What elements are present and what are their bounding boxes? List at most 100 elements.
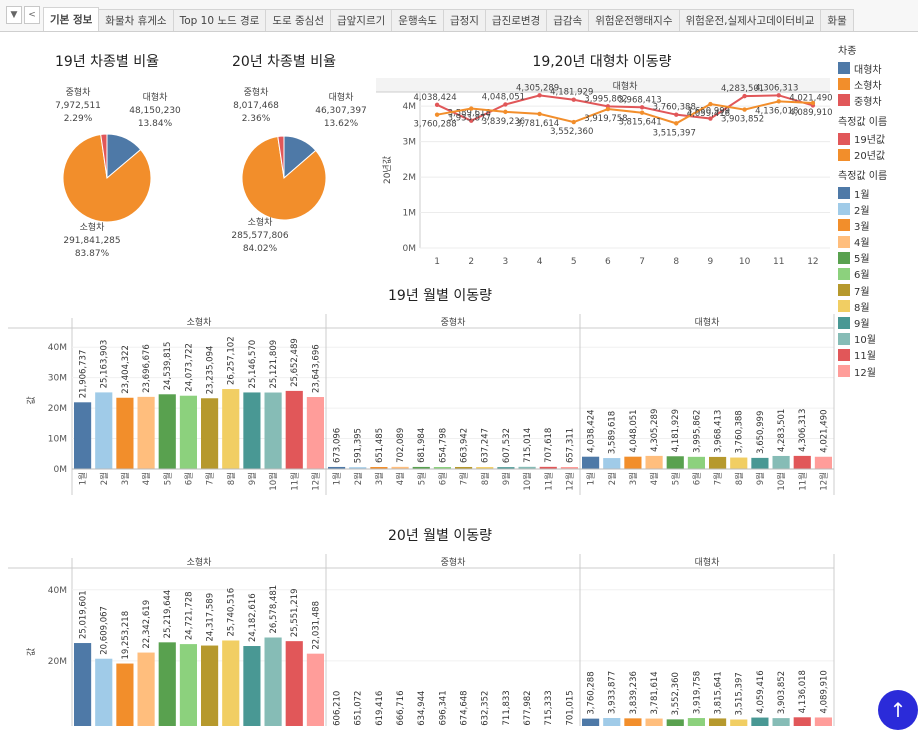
legend-month-item[interactable]: 12월 (838, 363, 918, 379)
line-point (469, 106, 474, 111)
bar-20-panel-header: 대형차 (695, 556, 721, 568)
bar-20-bar (285, 641, 303, 726)
bar-19-y-axis-label: 값 (25, 396, 37, 404)
legend-measure-item[interactable]: 20년값 (838, 147, 918, 163)
line-y-tick: 3M (403, 138, 417, 148)
legend-month-item[interactable]: 9월 (838, 314, 918, 330)
line-x-tick: 4 (537, 257, 543, 267)
legend-month-item[interactable]: 6월 (838, 266, 918, 282)
legend-month-item[interactable]: 3월 (838, 217, 918, 233)
legend-measure-item[interactable]: 19년값 (838, 131, 918, 147)
bar-19-bar (603, 458, 621, 469)
bar-19-x-tick: 6월 (183, 472, 194, 485)
legend-month-item[interactable]: 10월 (838, 331, 918, 347)
bar-19-x-tick: 12월 (564, 472, 575, 491)
legend-month-swatch (838, 284, 850, 297)
bar-20-bar-label: 19,253,218 (121, 611, 131, 660)
legend-measure-swatch (838, 148, 850, 161)
line-point (537, 111, 542, 117)
bar-20-bar-label: 715,333 (544, 690, 554, 725)
bar-20-bar-label: 3,933,877 (608, 671, 618, 714)
tab-1[interactable]: 화물차 휴게소 (98, 9, 174, 31)
bar-20-bar (772, 718, 790, 726)
bar-19-x-tick: 11월 (543, 472, 554, 491)
bar-19-x-tick: 8월 (480, 472, 491, 485)
scroll-to-top-button[interactable]: ↑ (878, 690, 918, 730)
legend-month-item[interactable]: 5월 (838, 250, 918, 266)
line-y-axis-label: 20년값 (381, 156, 393, 184)
line-point (708, 116, 713, 121)
tab-7[interactable]: 급진로변경 (484, 9, 548, 31)
bar-19-bar-label: 25,652,489 (290, 338, 300, 387)
bar-20-bar (201, 645, 219, 726)
legend-month-item[interactable]: 2월 (838, 201, 918, 217)
line-data-label: 3,968,413 (618, 95, 661, 105)
legend-car-type-swatch (838, 94, 850, 107)
bar-19-x-tick: 1월 (332, 472, 343, 485)
line-y-tick: 4M (403, 102, 417, 112)
bar-19-bar-label: 651,485 (375, 428, 385, 463)
tab-0[interactable]: 기본 정보 (43, 7, 100, 31)
tab-5[interactable]: 운행속도 (391, 9, 444, 31)
legend-month-item[interactable]: 1월 (838, 185, 918, 201)
legend-month-item[interactable]: 11월 (838, 347, 918, 363)
legend-month-swatch (838, 316, 850, 329)
bar-19-bar (264, 392, 282, 469)
line-data-label: 3,515,397 (653, 128, 696, 138)
tab-6[interactable]: 급정지 (442, 9, 486, 31)
tab-2[interactable]: Top 10 노드 경로 (172, 9, 267, 31)
bar-20-bar (687, 718, 705, 726)
bar-19-x-tick: 6월 (691, 472, 702, 485)
line-data-label: 4,181,929 (550, 88, 593, 98)
bar-19-x-tick: 7월 (459, 472, 470, 485)
legend-car-type-item[interactable]: 대형차 (838, 60, 918, 76)
bar-19-bar-label: 21,906,737 (79, 350, 89, 399)
legend-month-label: 4월 (854, 238, 870, 250)
line-point (537, 93, 542, 98)
bar-20-bar-label: 651,072 (354, 691, 364, 726)
bar-20-bar-label: 24,182,616 (248, 593, 258, 642)
tab-9[interactable]: 위험운전행태지수 (588, 9, 680, 31)
line-data-label: 3,995,862 (584, 94, 627, 104)
line-data-label: 3,933,877 (448, 114, 491, 124)
line-data-label: 4,059,416 (687, 109, 730, 119)
line-point (434, 102, 440, 108)
back-icon[interactable]: < (24, 6, 40, 24)
tab-10[interactable]: 위험운전,실제사고데이터비교 (678, 9, 822, 31)
tab-8[interactable]: 급감속 (546, 9, 590, 31)
pie-20-title: 20년 차종별 비율 (232, 54, 336, 70)
bar-19-x-tick: 5월 (162, 472, 173, 485)
legend-car-type-item[interactable]: 중형차 (838, 92, 918, 108)
legend-car-type-item[interactable]: 소형차 (838, 76, 918, 92)
bar-19-x-tick: 12월 (818, 472, 829, 491)
legend-month-item[interactable]: 7월 (838, 282, 918, 298)
line-data-label: 4,283,501 (721, 84, 764, 94)
tab-4[interactable]: 급앞지르기 (329, 9, 393, 31)
line-data-label: 4,136,018 (755, 106, 798, 116)
legend-measure-label: 20년값 (854, 151, 886, 163)
legend-month-item[interactable]: 4월 (838, 234, 918, 250)
dropdown-icon[interactable]: ▼ (6, 6, 22, 24)
line-data-label: 4,089,910 (789, 108, 832, 118)
line-data-label: 3,781,614 (516, 119, 559, 129)
tab-3[interactable]: 도로 중심선 (265, 9, 331, 31)
pie-19-label-pct: 83.87% (75, 249, 110, 259)
bar-19-x-tick: 3월 (120, 472, 131, 485)
bar-19-x-tick: 1월 (586, 472, 597, 485)
legend-month-item[interactable]: 8월 (838, 298, 918, 314)
bar-19-bar (518, 466, 536, 469)
tab-11[interactable]: 화물 (820, 9, 854, 31)
bar-20-panel-header: 중형차 (441, 556, 467, 568)
line-data-label: 3,650,999 (687, 107, 730, 117)
bar-19-bar (814, 456, 832, 469)
bar-20-bar-label: 632,352 (481, 691, 491, 726)
pie-19-label-value: 291,841,285 (63, 236, 120, 246)
bar-19-panel-header: 대형차 (695, 316, 721, 328)
bar-19-bar (349, 467, 367, 469)
bar-19-bar-label: 591,395 (354, 428, 364, 463)
legend-month-label: 10월 (854, 335, 876, 347)
bar-20-bar (264, 637, 282, 726)
bar-19-bar-label: 673,096 (333, 428, 343, 463)
bar-20-bar-label: 696,341 (438, 690, 448, 725)
